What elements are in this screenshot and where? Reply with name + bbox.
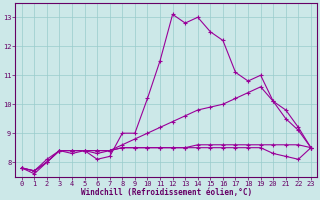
X-axis label: Windchill (Refroidissement éolien,°C): Windchill (Refroidissement éolien,°C) xyxy=(81,188,252,197)
